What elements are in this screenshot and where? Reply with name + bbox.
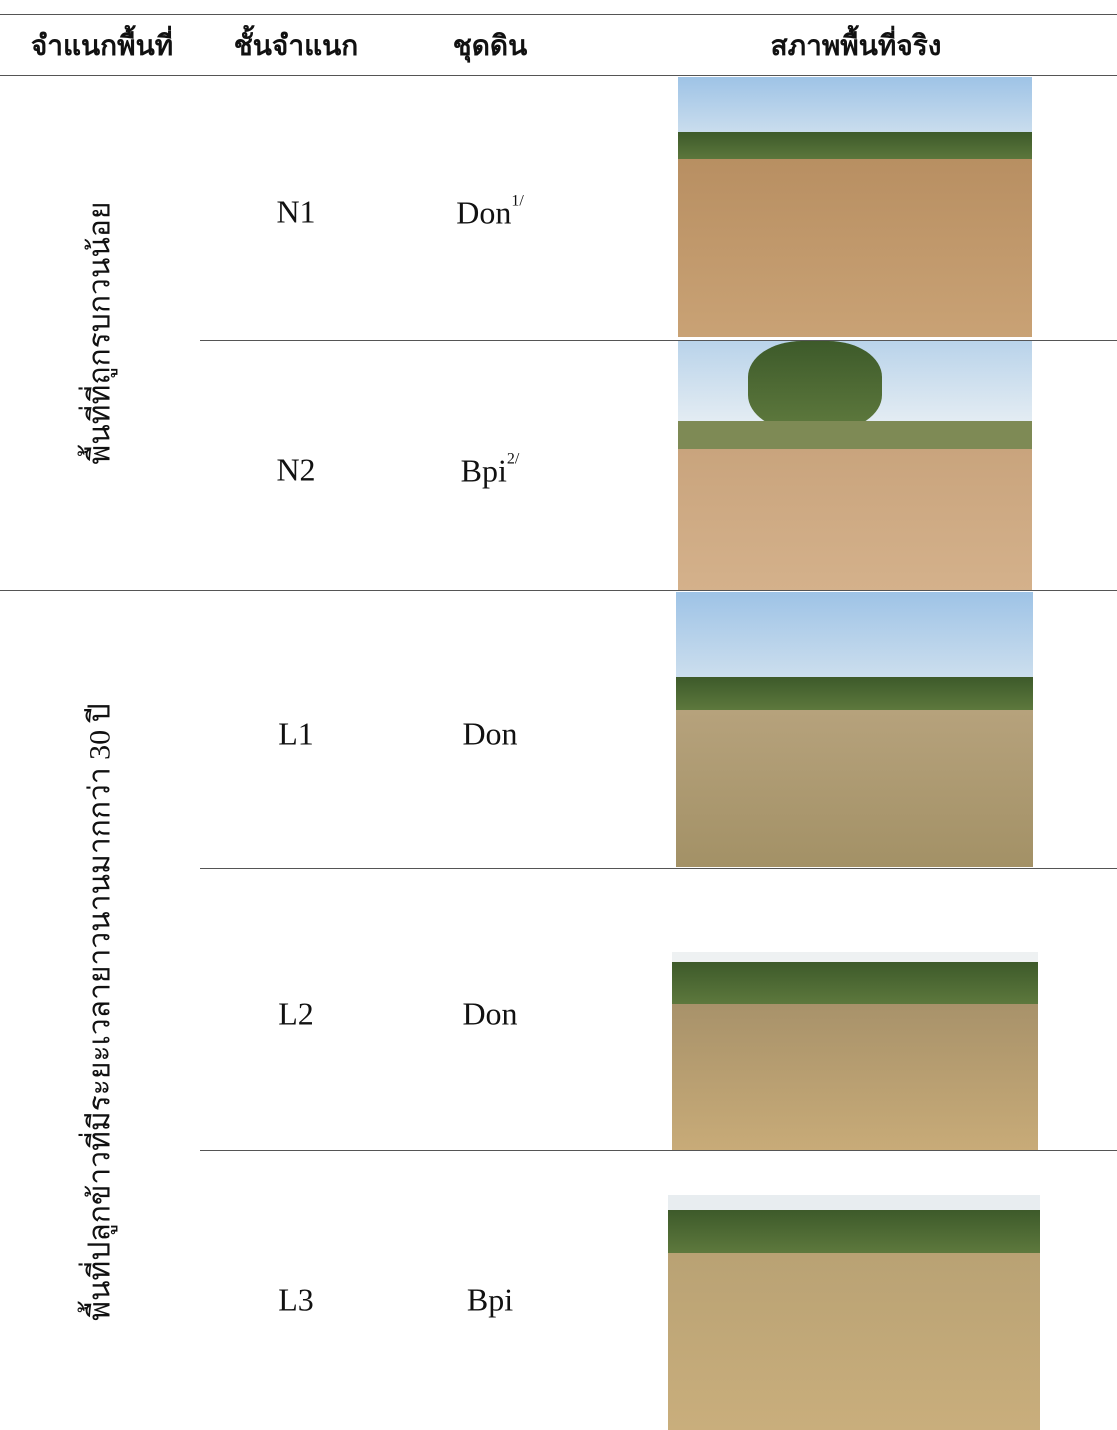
group-label: พื้นที่ปลูกข้าวที่มีระยะเวลายาวนานมากกว่… [77,703,124,1320]
site-photo [668,1195,1040,1430]
site-photo [678,77,1032,337]
column-header: จำแนกพื้นที่ [31,24,173,68]
rule [0,75,1117,76]
site-photo [678,341,1032,590]
page: {"header": {"columns": ["จำแนกพื้นที่", … [0,0,1117,1430]
soil-series: Don [462,996,517,1033]
soil-name: Don [456,195,511,231]
class-code: N2 [276,452,315,489]
class-code: L3 [278,1282,314,1319]
column-header: ชั้นจำแนก [234,24,358,68]
class-code: L2 [278,996,314,1033]
soil-series: Bpi [467,1282,513,1319]
rule [200,1150,1117,1151]
soil-series: Bpi2/ [461,451,520,490]
rule [0,14,1117,15]
class-code: N1 [276,194,315,231]
soil-series: Don [462,716,517,753]
footnote-mark: 1/ [511,193,523,210]
class-code: L1 [278,716,314,753]
rule [0,590,1117,591]
footnote-mark: 2/ [507,451,519,468]
soil-name: Bpi [461,453,507,489]
site-photo [672,952,1038,1150]
group-label: พื้นที่ที่ถูกรบกวนน้อย [77,202,124,465]
column-header: สภาพพื้นที่จริง [771,24,942,68]
site-photo [676,592,1033,867]
soil-series: Don1/ [456,193,524,232]
rule [200,868,1117,869]
column-header: ชุดดิน [453,24,528,68]
